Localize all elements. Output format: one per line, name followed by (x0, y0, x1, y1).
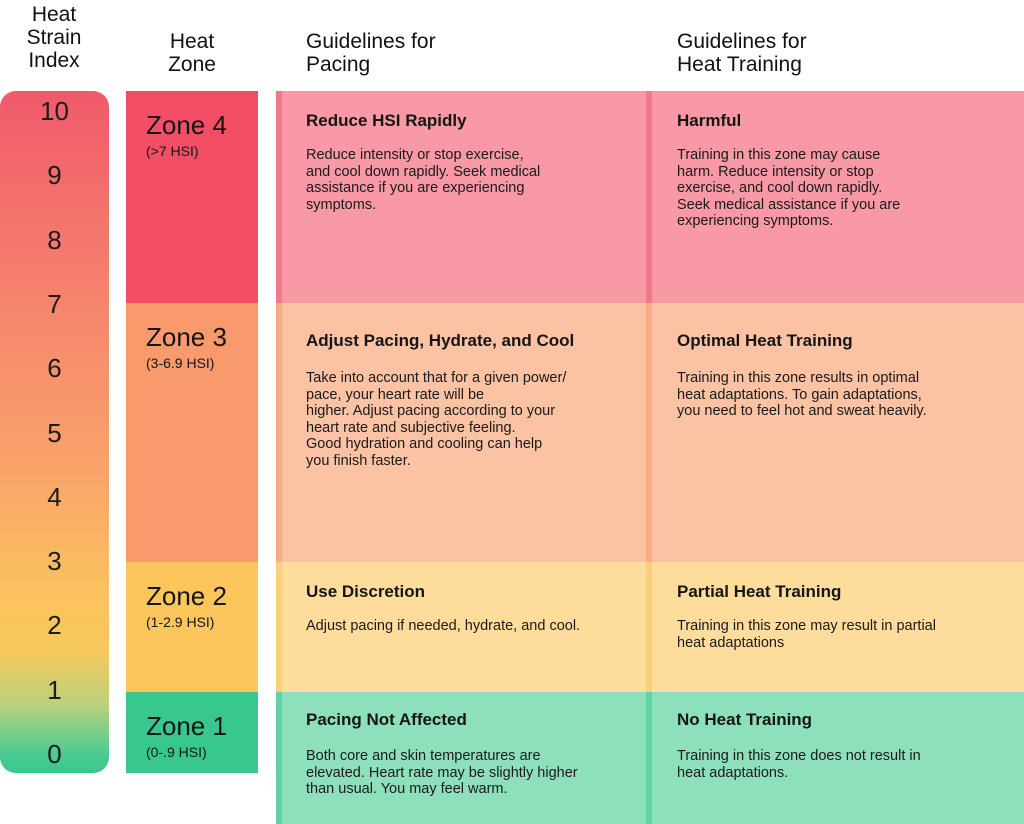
band-accent (646, 562, 652, 692)
index-value-7: 7 (47, 288, 62, 319)
training-title: Harmful (677, 111, 742, 130)
training-text: Training in this zone does not result in… (677, 748, 921, 781)
training-cell: Harmful Training in this zone may cause … (647, 91, 1024, 303)
header-index-line: Index (28, 49, 80, 72)
header-zone-line: Zone (168, 53, 216, 76)
training-title: No Heat Training (677, 710, 813, 729)
band-accent (276, 91, 282, 303)
training-cell: Partial Heat Training Training in this z… (647, 562, 1024, 692)
zone-name: Zone 3 (146, 322, 227, 352)
training-text: Training in this zone may cause harm. Re… (677, 147, 901, 229)
header-pacing-line: Pacing (306, 53, 371, 76)
index-value-10: 10 (40, 96, 69, 126)
training-text: Training in this zone may result in part… (677, 618, 936, 651)
pacing-title: Adjust Pacing, Hydrate, and Cool (306, 331, 575, 350)
header-heat-zone: Heat Zone (126, 30, 258, 76)
training-cell: Optimal Heat Training Training in this z… (647, 303, 1024, 562)
header-training-line: Guidelines for (677, 30, 807, 53)
header-index-line: Strain (26, 26, 82, 49)
header-heat-strain-index: Heat Strain Index (0, 3, 108, 72)
band-accent (646, 692, 652, 824)
zone-range: (1-2.9 HSI) (146, 614, 215, 630)
index-value-9: 9 (47, 160, 62, 191)
pacing-cell: Use Discretion Adjust pacing if needed, … (276, 562, 646, 692)
pacing-text: Reduce intensity or stop exercise, and c… (306, 147, 541, 213)
zone-range: (>7 HSI) (146, 143, 199, 159)
pacing-title: Use Discretion (306, 582, 426, 601)
zone-box-2: Zone 2 (1-2.9 HSI) (126, 562, 258, 692)
training-title: Partial Heat Training (677, 582, 842, 601)
zone-name: Zone 1 (146, 711, 227, 741)
guideline-band-zone-1: Pacing Not Affected Both core and skin t… (276, 692, 1024, 824)
zone-box-1: Zone 1 (0-.9 HSI) (126, 692, 258, 773)
zone-range: (0-.9 HSI) (146, 744, 207, 760)
index-value-0: 0 (47, 739, 62, 769)
pacing-text: Take into account that for a given power… (306, 370, 567, 469)
header-index-line: Heat (31, 3, 77, 26)
training-title: Optimal Heat Training (677, 331, 853, 350)
index-value-6: 6 (47, 353, 62, 384)
header-guidelines-pacing: Guidelines for Pacing (306, 30, 606, 76)
training-text: Training in this zone results in optimal… (677, 370, 927, 419)
guideline-band-zone-4: Reduce HSI Rapidly Reduce intensity or s… (276, 91, 1024, 303)
index-value-5: 5 (47, 417, 62, 448)
zone-box-4: Zone 4 (>7 HSI) (126, 91, 258, 303)
header-guidelines-training: Guidelines for Heat Training (677, 30, 997, 76)
guideline-band-zone-3: Adjust Pacing, Hydrate, and Cool Take in… (276, 303, 1024, 562)
pacing-cell: Pacing Not Affected Both core and skin t… (276, 692, 646, 824)
header-zone-line: Heat (169, 30, 215, 53)
band-accent (276, 692, 282, 824)
index-value-3: 3 (47, 546, 62, 577)
band-accent (646, 91, 652, 303)
band-accent (646, 303, 652, 562)
zone-name: Zone 2 (146, 581, 227, 611)
header-pacing-line: Guidelines for (306, 30, 436, 53)
zone-range: (3-6.9 HSI) (146, 355, 215, 371)
pacing-title: Pacing Not Affected (306, 710, 467, 729)
index-value-2: 2 (47, 610, 62, 641)
pacing-title: Reduce HSI Rapidly (306, 111, 467, 130)
zone-box-3: Zone 3 (3-6.9 HSI) (126, 303, 258, 562)
pacing-text: Adjust pacing if needed, hydrate, and co… (306, 618, 581, 634)
band-accent (276, 562, 282, 692)
index-value-1: 1 (47, 674, 62, 705)
pacing-text: Both core and skin temperatures are elev… (306, 748, 578, 797)
band-accent (276, 303, 282, 562)
pacing-cell: Reduce HSI Rapidly Reduce intensity or s… (276, 91, 646, 303)
training-cell: No Heat Training Training in this zone d… (647, 692, 1024, 824)
index-value-4: 4 (47, 481, 62, 512)
guideline-band-zone-2: Use Discretion Adjust pacing if needed, … (276, 562, 1024, 692)
zone-name: Zone 4 (146, 110, 227, 140)
index-value-8: 8 (47, 224, 62, 255)
header-training-line: Heat Training (677, 53, 802, 76)
heat-strain-index-bar: 10 9 8 7 6 5 4 3 2 1 0 (0, 91, 109, 773)
pacing-cell: Adjust Pacing, Hydrate, and Cool Take in… (276, 303, 646, 562)
